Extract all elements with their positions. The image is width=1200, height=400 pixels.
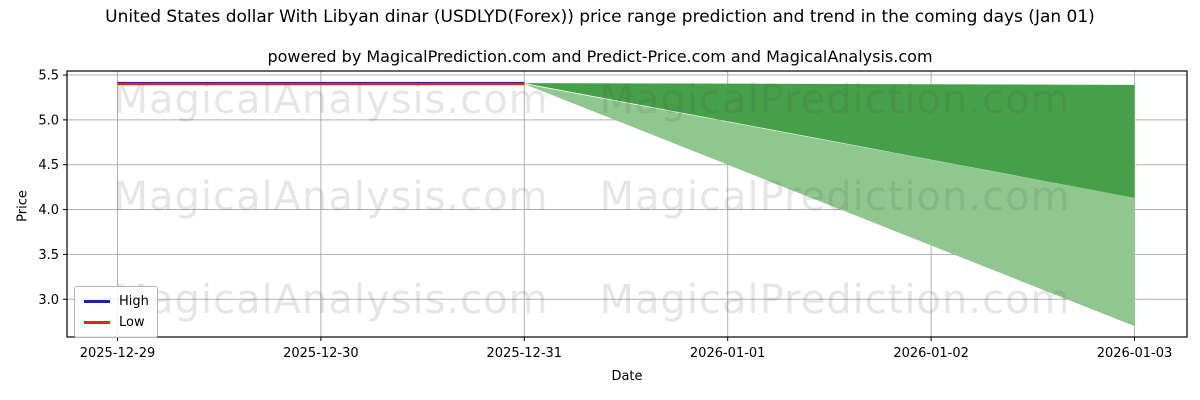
x-tick-label: 2025-12-31 bbox=[487, 346, 563, 361]
x-axis-label: Date bbox=[611, 369, 643, 384]
legend-item-low: Low bbox=[84, 315, 148, 330]
high-line-swatch bbox=[84, 300, 110, 303]
outer-prediction-range-band bbox=[524, 83, 1135, 327]
legend-label-low: Low bbox=[119, 315, 145, 330]
legend-label-high: High bbox=[119, 294, 149, 309]
x-tick-label: 2025-12-29 bbox=[80, 346, 156, 361]
y-tick-label: 4.0 bbox=[38, 203, 59, 218]
inner-prediction-range-band bbox=[524, 83, 1135, 198]
low-line-swatch bbox=[84, 321, 110, 324]
y-tick-label: 5.0 bbox=[38, 113, 59, 128]
y-tick-label: 5.5 bbox=[38, 69, 59, 84]
x-tick-label: 2026-01-01 bbox=[690, 346, 766, 361]
x-tick-label: 2026-01-02 bbox=[893, 346, 969, 361]
chart-title: United States dollar With Libyan dinar (… bbox=[105, 7, 1095, 27]
y-tick-label: 3.5 bbox=[38, 248, 59, 263]
legend-item-high: High bbox=[84, 294, 149, 309]
chart-subtitle: powered by MagicalPrediction.com and Pre… bbox=[267, 47, 933, 66]
plot-border bbox=[66, 70, 1188, 338]
y-tick-label: 3.0 bbox=[38, 293, 59, 308]
x-tick-label: 2026-01-03 bbox=[1097, 346, 1173, 361]
y-axis-label: Price bbox=[15, 190, 31, 222]
x-tick-label: 2025-12-30 bbox=[283, 346, 359, 361]
y-tick-label: 4.5 bbox=[38, 158, 59, 173]
legend: High Low bbox=[74, 286, 158, 338]
